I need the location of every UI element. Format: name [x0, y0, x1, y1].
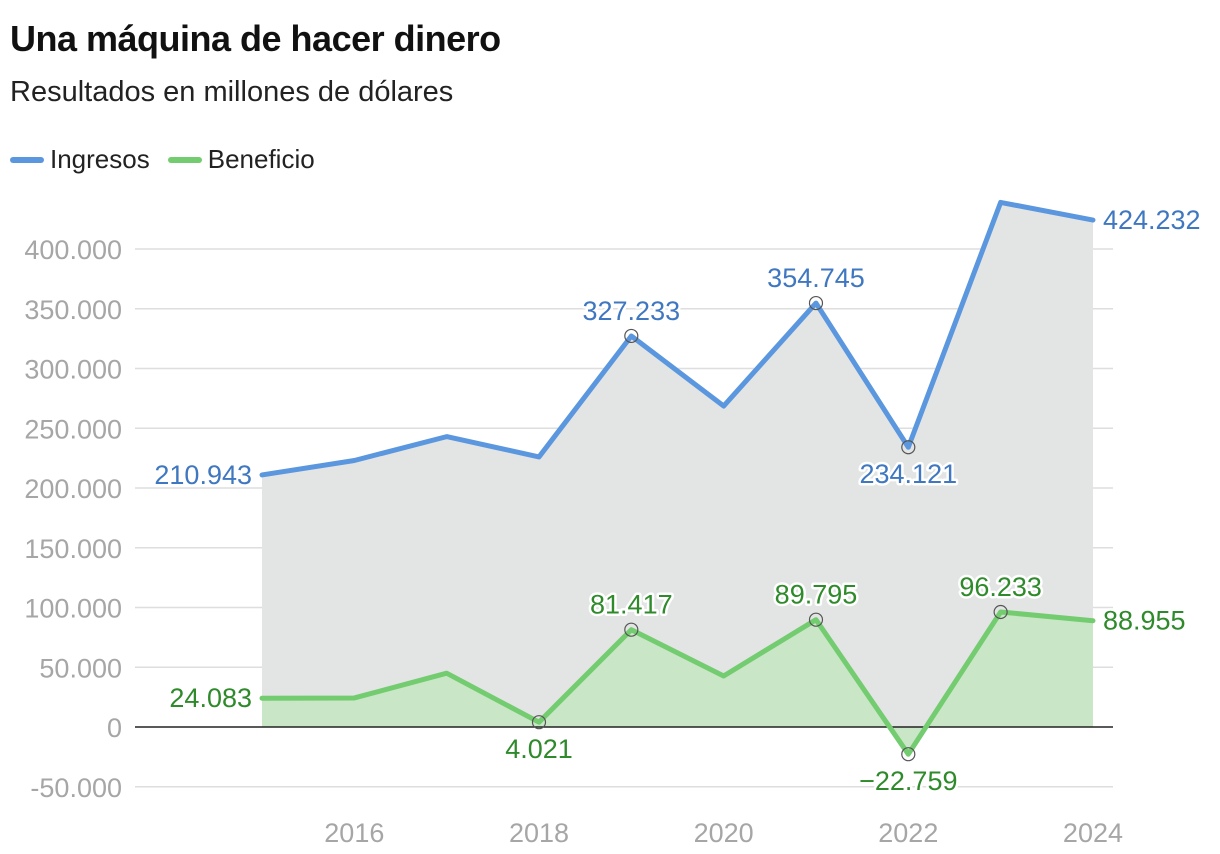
data-marker — [624, 328, 639, 344]
data-label: 96.233 — [959, 572, 1042, 602]
area-ingresos — [262, 202, 1093, 727]
data-label: 88.955 — [1103, 606, 1186, 636]
data-label: 210.943 — [154, 460, 252, 490]
data-label: 327.233 — [583, 296, 681, 326]
data-marker — [531, 715, 547, 730]
y-tick-label: -50.000 — [30, 773, 122, 803]
data-label: 89.795 — [775, 580, 858, 610]
data-label: −22.759 — [859, 766, 957, 796]
chart-title: Una máquina de hacer dinero — [10, 18, 501, 59]
y-tick-label: 350.000 — [24, 295, 122, 325]
y-tick-label: 100.000 — [24, 594, 122, 624]
y-tick-label: 300.000 — [24, 355, 122, 385]
y-tick-label: 200.000 — [24, 474, 122, 504]
data-label: 4.021 — [505, 734, 573, 764]
line-beneficio — [259, 609, 1096, 757]
data-marker — [993, 604, 1008, 620]
data-marker — [624, 622, 639, 637]
x-tick-label: 2018 — [509, 818, 569, 848]
data-marker — [808, 612, 824, 627]
data-label: 24.083 — [169, 683, 252, 713]
data-label: 234.121 — [860, 459, 958, 489]
x-tick-label: 2022 — [878, 818, 938, 848]
legend-swatch-beneficio — [167, 156, 202, 163]
data-label: 354.745 — [767, 263, 865, 293]
y-tick-label: 50.000 — [39, 653, 122, 683]
x-tick-label: 2016 — [324, 818, 384, 848]
data-label: 81.417 — [590, 590, 673, 620]
y-tick-label: 250.000 — [24, 414, 122, 444]
legend-label-ingresos: Ingresos — [50, 144, 150, 174]
legend-label-beneficio: Beneficio — [207, 144, 315, 174]
area-beneficio — [262, 612, 1093, 755]
legend-item-ingresos: Ingresos — [10, 144, 150, 175]
y-tick-label: 0 — [107, 713, 122, 743]
x-tick-label: 2020 — [694, 818, 754, 848]
data-label: 424.232 — [1103, 205, 1201, 235]
data-marker — [901, 747, 916, 762]
line-ingresos — [259, 199, 1096, 478]
data-marker — [808, 295, 824, 311]
y-tick-label: 400.000 — [24, 235, 122, 265]
chart-subtitle: Resultados en millones de dólares — [10, 76, 454, 108]
data-marker — [901, 440, 916, 455]
legend-item-beneficio: Beneficio — [167, 144, 315, 175]
legend-swatch-ingresos — [10, 156, 44, 163]
y-tick-label: 150.000 — [24, 534, 122, 564]
legend: Ingresos Beneficio — [10, 144, 315, 175]
x-tick-label: 2024 — [1063, 818, 1123, 848]
